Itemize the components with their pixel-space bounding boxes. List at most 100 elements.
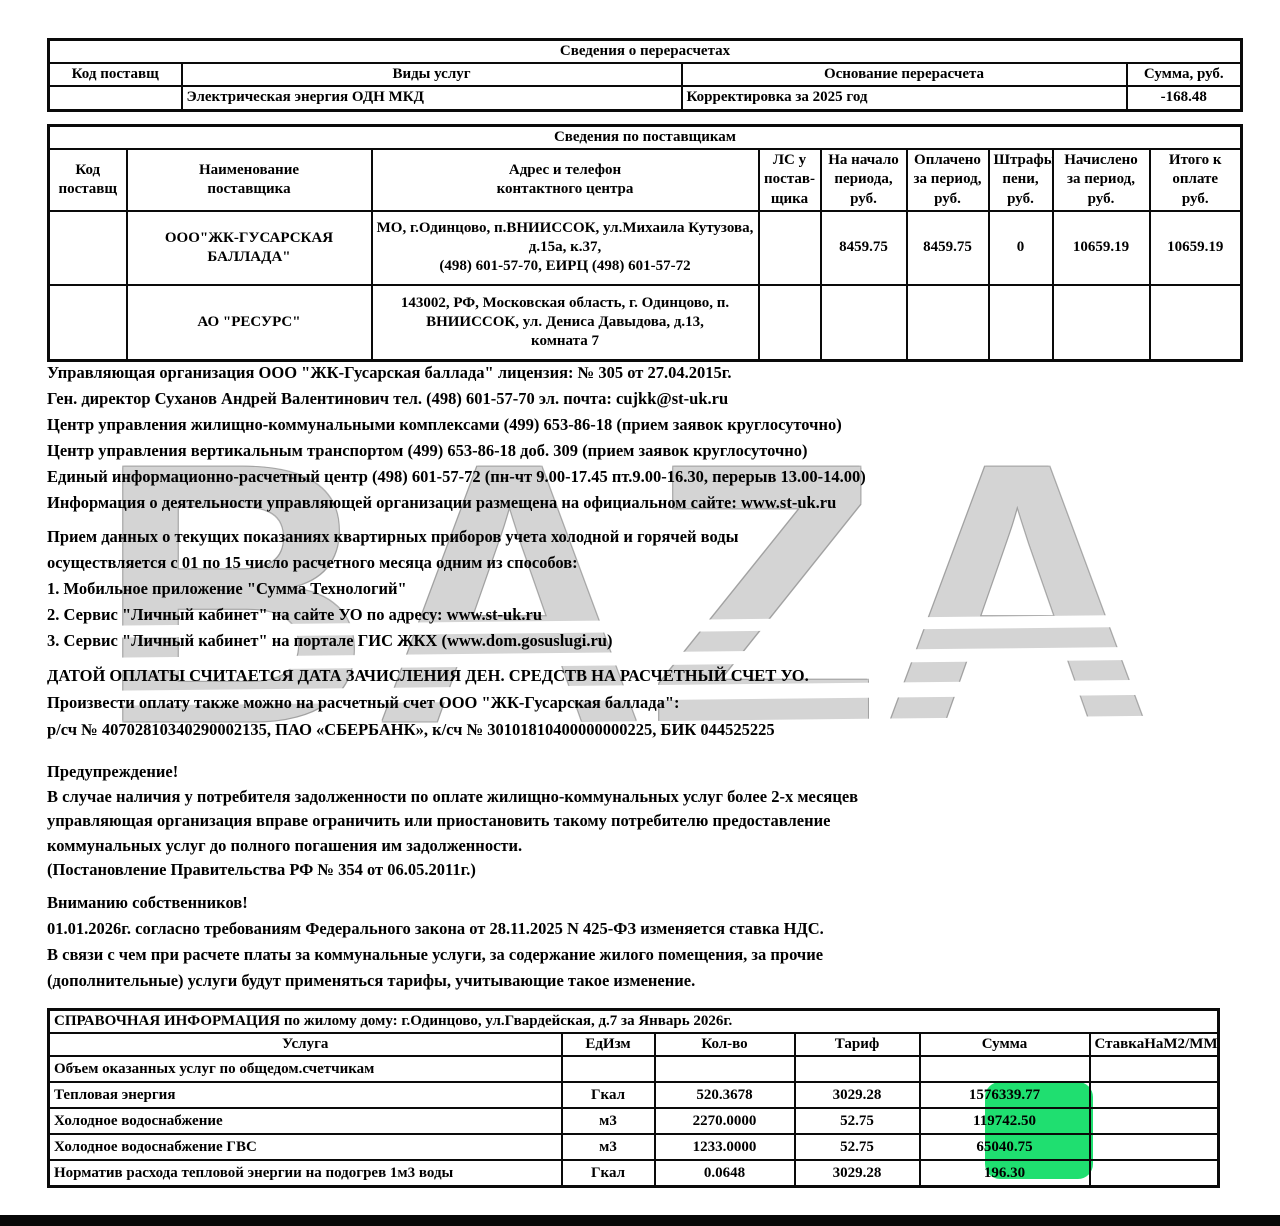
cell-sum-highlighted: 196.30 [918,1159,1091,1188]
cell-quantity: 2270.0000 [653,1107,796,1136]
reference-table-title-row: СПРАВОЧНАЯ ИНФОРМАЦИЯ по жилому дому: г.… [47,1008,1220,1035]
reference-data-row: Норматив расхода тепловой энергии на под… [47,1159,1220,1188]
header-supplier-address: Адрес и телефон контактного центра [370,148,760,212]
suppliers-table: Сведения по поставщикам Код поставщ Наим… [47,124,1243,363]
notice-title: Вниманию собственников! [47,893,248,912]
management-info-block: Управляющая организация ООО "ЖК-Гусарска… [47,360,866,516]
empty-cell [653,1055,796,1084]
cell-service-type: Электрическая энергия ОДН МКД [180,85,683,112]
info-line: осуществляется с 01 по 15 число расчетно… [47,553,578,572]
info-line: 2. Сервис "Личный кабинет" на сайте УО п… [47,605,543,624]
info-line: управляющая организация вправе ограничит… [47,811,831,830]
cell-total: 10659.19 [1148,209,1243,286]
info-line: Центр управления вертикальным транспорто… [47,441,808,460]
cell-account [757,209,822,286]
header-fines-penalties: Штрафы, пени, руб. [987,148,1054,212]
cell-rate [1088,1133,1220,1162]
cell-supplier-name: АО "РЕСУРС" [125,283,373,362]
supplier-row: АО "РЕСУРС" 143002, РФ, Московская облас… [47,283,1243,362]
owners-notice-block: Вниманию собственников! 01.01.2026г. сог… [47,890,824,994]
header-sum-rub: Сумма, руб. [1125,62,1243,88]
cell-sum-highlighted: 65040.75 [918,1133,1091,1162]
cell-fines: 0 [987,209,1054,286]
cell-paid [905,283,990,362]
header-accrued-for-period: Начислено за период, руб. [1051,148,1151,212]
header-recalc-basis: Основание перерасчета [680,62,1128,88]
info-line: Ген. директор Суханов Андрей Валентинови… [47,389,729,408]
cell-supplier-address: МО, г.Одинцово, п.ВНИИССОК, ул.Михаила К… [370,209,760,286]
cell-quantity: 520.3678 [653,1081,796,1110]
info-line: Единый информационно-расчетный центр (49… [47,467,866,486]
recalculations-header-row: Код поставщ Виды услуг Основание перерас… [47,62,1243,88]
cell-account [757,283,822,362]
reference-data-row: Тепловая энергия Гкал 520.3678 3029.28 1… [47,1081,1220,1110]
warning-block: Предупреждение! В случае наличия у потре… [47,760,858,883]
payment-info-block: ДАТОЙ ОПЛАТЫ СЧИТАЕТСЯ ДАТА ЗАЧИСЛЕНИЯ Д… [47,662,809,743]
cell-service: Холодное водоснабжение ГВС [47,1133,563,1162]
recalculations-table-title: Сведения о перерасчетах [47,38,1243,65]
header-unit: ЕдИзм [560,1032,656,1058]
empty-cell [560,1055,656,1084]
header-supplier-code: Код поставщ [47,62,183,88]
cell-supplier-code [47,85,183,112]
cell-recalc-basis: Корректировка за 2025 год [680,85,1128,112]
info-line: В связи с чем при расчете платы за комму… [47,945,824,964]
cell-code [47,209,128,286]
reference-data-row: Холодное водоснабжение м3 2270.0000 52.7… [47,1107,1220,1136]
cell-rate [1088,1107,1220,1136]
info-line: Центр управления жилищно-коммунальными к… [47,415,842,434]
cell-quantity: 1233.0000 [653,1133,796,1162]
bottom-black-bar [0,1215,1280,1226]
info-line: Прием данных о текущих показаниях кварти… [47,527,739,546]
reference-header-row: Услуга ЕдИзм Кол-во Тариф Сумма СтавкаНа… [47,1032,1220,1058]
header-service: Услуга [47,1032,563,1058]
header-rate-per-m2: СтавкаНаМ2/ММ [1088,1032,1220,1058]
header-quantity: Кол-во [653,1032,796,1058]
header-service-types: Виды услуг [180,62,683,88]
recalculations-table: Сведения о перерасчетах Код поставщ Виды… [47,38,1244,112]
info-line: ДАТОЙ ОПЛАТЫ СЧИТАЕТСЯ ДАТА ЗАЧИСЛЕНИЯ Д… [47,666,809,685]
cell-supplier-name: ООО"ЖК-ГУСАРСКАЯ БАЛЛАДА" [125,209,373,286]
info-line: Информация о деятельности управляющей ор… [47,493,837,512]
reference-table-title: СПРАВОЧНАЯ ИНФОРМАЦИЯ по жилому дому: г.… [47,1008,1220,1035]
header-supplier-account: ЛС у постав- щика [757,148,822,212]
supplier-row: ООО"ЖК-ГУСАРСКАЯ БАЛЛАДА" МО, г.Одинцово… [47,209,1243,286]
recalculations-data-row: Электрическая энергия ОДН МКД Корректиро… [47,85,1243,112]
cell-tariff: 52.75 [793,1133,921,1162]
reference-table: СПРАВОЧНАЯ ИНФОРМАЦИЯ по жилому дому: г.… [47,1008,1221,1189]
info-line: 01.01.2026г. согласно требованиям Федера… [47,919,824,938]
info-line: р/сч № 40702810340290002135, ПАО «СБЕРБА… [47,720,775,739]
empty-cell [1088,1055,1220,1084]
cell-service: Холодное водоснабжение [47,1107,563,1136]
cell-tariff: 3029.28 [793,1081,921,1110]
cell-rate [1088,1159,1220,1188]
cell-sum-highlighted: 119742.50 [918,1107,1091,1136]
cell-total [1148,283,1243,362]
cell-unit: м3 [560,1107,656,1136]
warning-title: Предупреждение! [47,762,179,781]
cell-tariff: 52.75 [793,1107,921,1136]
info-line: Произвести оплату также можно на расчетн… [47,693,680,712]
cell-period-start: 8459.75 [819,209,908,286]
info-line: коммунальных услуг до полного погашения … [47,835,523,855]
info-line: (Постановление Правительства РФ № 354 от… [47,860,476,879]
info-line: Управляющая организация ООО "ЖК-Гусарска… [47,363,732,382]
cell-rate [1088,1081,1220,1110]
cell-service: Тепловая энергия [47,1081,563,1110]
suppliers-header-row: Код поставщ Наименование поставщика Адре… [47,148,1243,212]
reference-section-row: Объем оказанных услуг по общедом.счетчик… [47,1055,1220,1084]
empty-cell [918,1055,1091,1084]
info-line: 1. Мобильное приложение "Сумма Технологи… [47,579,407,598]
header-paid-for-period: Оплачено за период, руб. [905,148,990,212]
empty-cell [793,1055,921,1084]
cell-code [47,283,128,362]
cell-service: Норматив расхода тепловой энергии на под… [47,1159,563,1188]
cell-quantity: 0.0648 [653,1159,796,1188]
cell-accrued [1051,283,1151,362]
header-period-start: На начало периода, руб. [819,148,908,212]
cell-sum-highlighted: 1576339.77 [918,1081,1091,1110]
header-supplier-name: Наименование поставщика [125,148,373,212]
suppliers-table-title-row: Сведения по поставщикам [47,124,1243,151]
reference-table-wrapper: СПРАВОЧНАЯ ИНФОРМАЦИЯ по жилому дому: г.… [47,1008,1221,1189]
suppliers-table-title: Сведения по поставщикам [47,124,1243,151]
